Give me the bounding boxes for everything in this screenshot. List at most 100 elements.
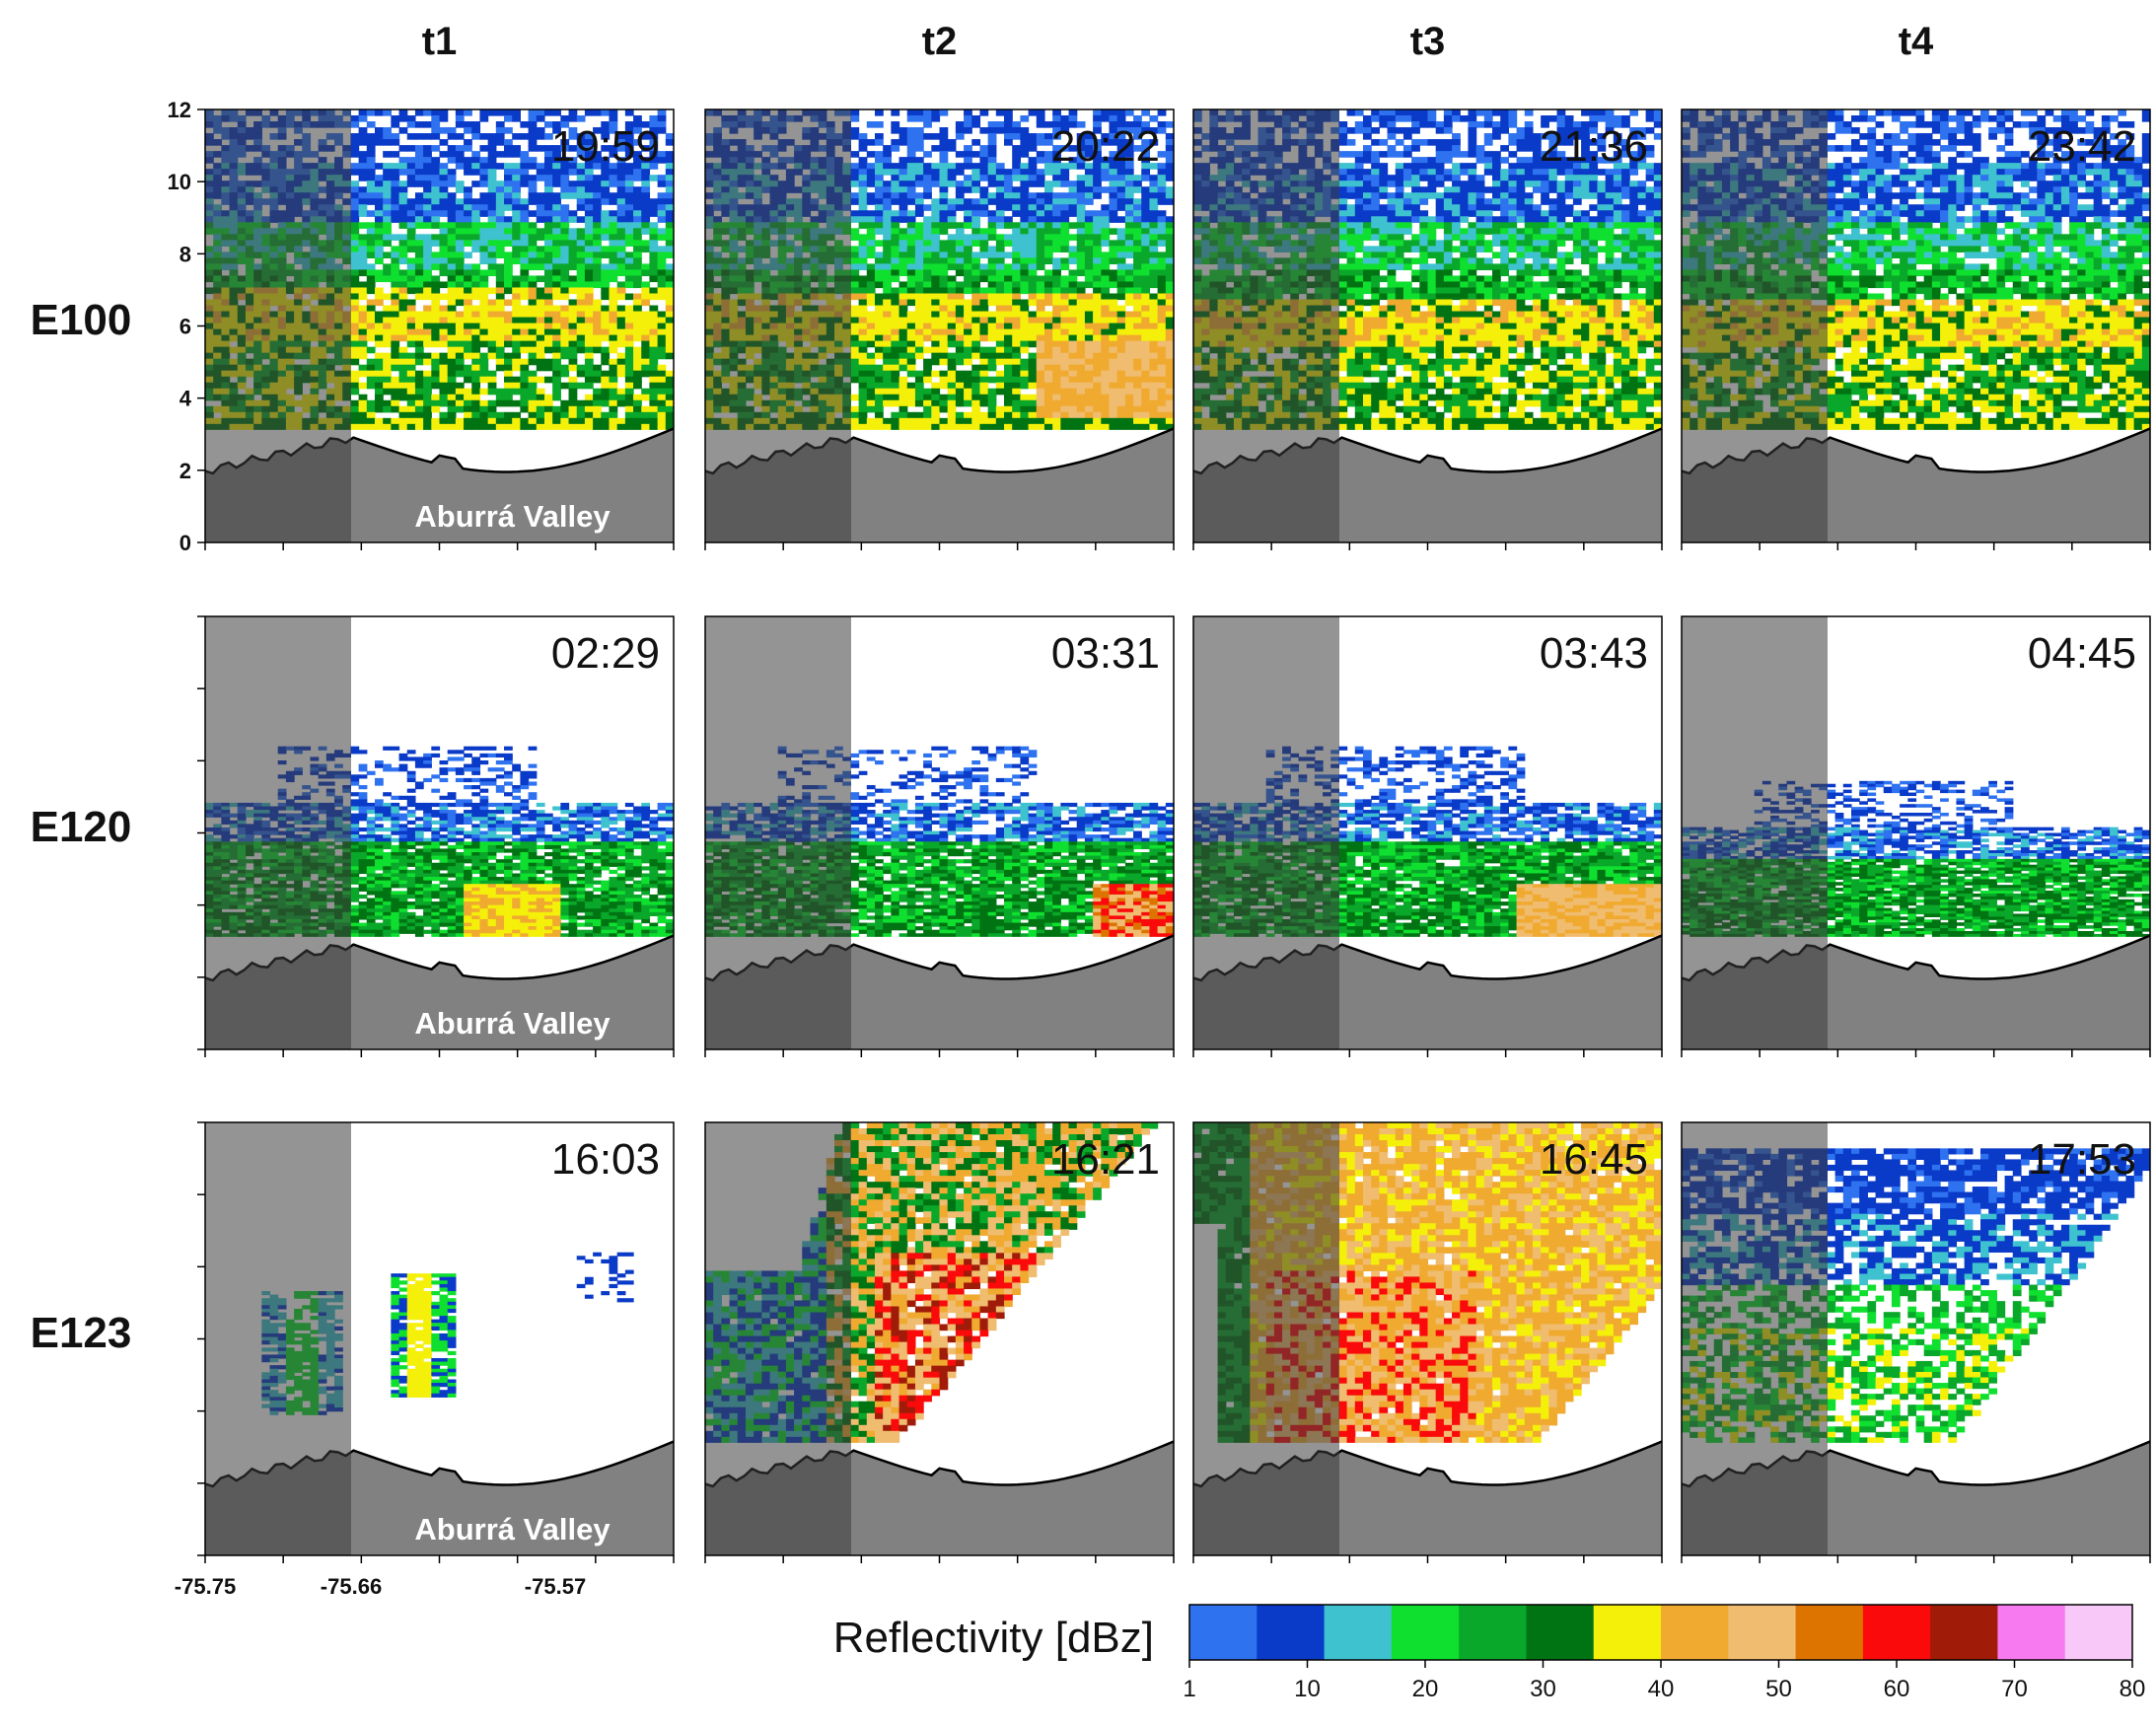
echo-cell <box>617 418 626 425</box>
echo-cell <box>350 210 359 217</box>
echo-cell <box>383 169 392 176</box>
echo-cell <box>448 383 457 390</box>
echo-cell <box>1029 281 1038 288</box>
echo-cell <box>641 210 650 217</box>
echo-cell <box>988 312 997 319</box>
echo-cell <box>391 263 399 270</box>
echo-cell <box>1085 246 1094 252</box>
echo-cell <box>399 418 408 425</box>
echo-cell <box>1012 353 1021 360</box>
echo-cell <box>1109 204 1117 211</box>
echo-cell <box>464 198 472 205</box>
echo-cell <box>964 347 972 354</box>
echo-cell <box>496 293 505 300</box>
echo-cell <box>488 347 497 354</box>
echo-cell <box>440 240 449 247</box>
echo-cell <box>617 324 626 330</box>
echo-cell <box>399 145 408 152</box>
echo-cell <box>512 257 521 264</box>
echo-cell <box>601 312 610 319</box>
echo-cell <box>456 234 465 241</box>
echo-cell <box>996 269 1005 276</box>
echo-cell <box>899 127 908 134</box>
echo-cell <box>658 353 667 360</box>
echo-cell <box>988 234 997 241</box>
echo-cell <box>883 192 892 199</box>
echo-cell <box>496 329 505 336</box>
echo-cell <box>971 347 980 354</box>
echo-cell <box>479 257 488 264</box>
echo-cell <box>585 234 594 241</box>
echo-cell <box>1029 377 1038 384</box>
echo-cell <box>350 347 359 354</box>
echo-cell <box>940 175 949 181</box>
echo-cell <box>964 210 972 217</box>
echo-cell <box>1060 300 1069 307</box>
echo-cell <box>875 257 884 264</box>
echo-cell <box>350 269 359 276</box>
echo-cell <box>544 395 553 401</box>
echo-cell <box>859 335 868 342</box>
echo-cell <box>415 216 424 223</box>
echo-cell <box>1101 324 1110 330</box>
echo-cell <box>440 169 449 176</box>
echo-cell <box>1012 133 1021 140</box>
echo-cell <box>940 341 949 348</box>
echo-cell <box>1158 222 1167 229</box>
echo-cell <box>375 312 384 319</box>
echo-cell <box>415 281 424 288</box>
echo-cell <box>464 145 472 152</box>
echo-cell <box>875 157 884 164</box>
echo-cell <box>1109 335 1117 342</box>
echo-cell <box>359 269 368 276</box>
echo-cell <box>359 163 368 170</box>
echo-cell <box>907 133 916 140</box>
echo-cell <box>931 353 940 360</box>
echo-cell <box>407 395 416 401</box>
echo-cell <box>658 293 667 300</box>
echo-cell <box>577 204 586 211</box>
echo-cell <box>1085 216 1094 223</box>
echo-cell <box>979 365 988 372</box>
echo-cell <box>464 424 472 431</box>
echo-cell <box>658 198 667 205</box>
echo-cell <box>988 198 997 205</box>
echo-cell <box>471 335 480 342</box>
echo-cell <box>1141 359 1150 366</box>
echo-cell <box>367 383 376 390</box>
echo-cell <box>1044 335 1053 342</box>
echo-cell <box>971 306 980 313</box>
echo-cell <box>649 204 658 211</box>
echo-cell <box>1052 257 1061 264</box>
echo-cell <box>375 269 384 276</box>
echo-cell <box>940 133 949 140</box>
echo-cell <box>367 318 376 324</box>
echo-cell <box>649 347 658 354</box>
echo-cell <box>1117 192 1126 199</box>
echo-cell <box>1085 269 1094 276</box>
echo-cell <box>1044 300 1053 307</box>
echo-cell <box>423 121 432 128</box>
echo-cell <box>359 281 368 288</box>
echo-cell <box>609 263 617 270</box>
echo-cell <box>407 180 416 187</box>
echo-cell <box>641 281 650 288</box>
echo-cell <box>496 246 505 252</box>
echo-cell <box>1101 263 1110 270</box>
echo-cell <box>649 353 658 360</box>
echo-cell <box>1004 359 1013 366</box>
echo-cell <box>1052 306 1061 313</box>
echo-cell <box>1101 175 1110 181</box>
echo-cell <box>1004 222 1013 229</box>
echo-cell <box>617 359 626 366</box>
echo-cell <box>529 234 538 241</box>
echo-cell <box>544 418 553 425</box>
echo-cell <box>899 318 908 324</box>
echo-cell <box>1117 275 1126 282</box>
echo-cell <box>431 186 440 193</box>
echo-cell <box>479 240 488 247</box>
echo-cell <box>383 240 392 247</box>
echo-cell <box>448 329 457 336</box>
echo-cell <box>1093 257 1102 264</box>
echo-cell <box>1004 275 1013 282</box>
